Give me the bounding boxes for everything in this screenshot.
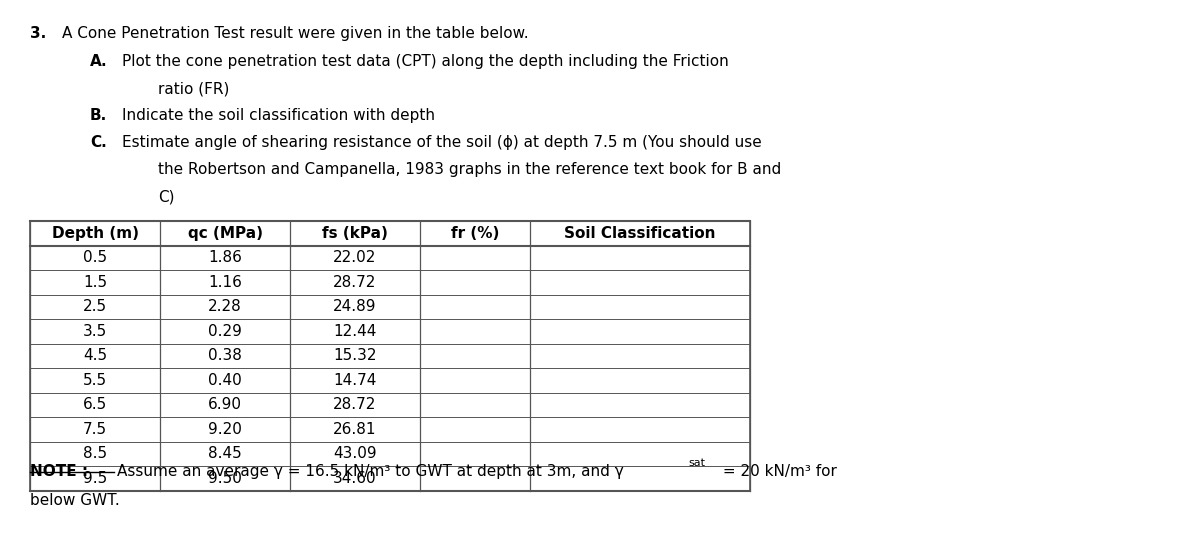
Text: ratio (FR): ratio (FR) (158, 81, 229, 96)
Text: 2.28: 2.28 (208, 299, 242, 314)
Text: 5.5: 5.5 (83, 373, 107, 388)
Text: Indicate the soil classification with depth: Indicate the soil classification with de… (122, 108, 436, 123)
Text: 4.5: 4.5 (83, 348, 107, 363)
Text: C): C) (158, 189, 174, 204)
Text: Plot the cone penetration test data (CPT) along the depth including the Friction: Plot the cone penetration test data (CPT… (122, 54, 728, 69)
Text: 9.20: 9.20 (208, 422, 242, 437)
Text: 1.16: 1.16 (208, 275, 242, 290)
Text: Soil Classification: Soil Classification (564, 226, 715, 241)
Text: 12.44: 12.44 (334, 324, 377, 339)
Text: 0.5: 0.5 (83, 250, 107, 265)
Text: 1.5: 1.5 (83, 275, 107, 290)
Bar (30, 221, 750, 490)
Text: 9.5: 9.5 (83, 471, 107, 486)
Text: 7.5: 7.5 (83, 422, 107, 437)
Text: = 20 kN/m³ for: = 20 kN/m³ for (718, 464, 836, 479)
Text: below GWT.: below GWT. (30, 493, 120, 508)
Text: C.: C. (90, 135, 107, 150)
Text: fr (%): fr (%) (451, 226, 499, 241)
Text: qc (MPa): qc (MPa) (187, 226, 263, 241)
Text: 28.72: 28.72 (334, 397, 377, 412)
Text: 9.50: 9.50 (208, 471, 242, 486)
Text: B.: B. (90, 108, 107, 123)
Text: 3.5: 3.5 (83, 324, 107, 339)
Text: NOTE :: NOTE : (30, 464, 88, 479)
Text: A.: A. (90, 54, 108, 69)
Text: Depth (m): Depth (m) (52, 226, 138, 241)
Text: the Robertson and Campanella, 1983 graphs in the reference text book for B and: the Robertson and Campanella, 1983 graph… (158, 162, 781, 177)
Text: 28.72: 28.72 (334, 275, 377, 290)
Text: 6.90: 6.90 (208, 397, 242, 412)
Text: 0.29: 0.29 (208, 324, 242, 339)
Text: 0.40: 0.40 (208, 373, 242, 388)
Text: 2.5: 2.5 (83, 299, 107, 314)
Text: 6.5: 6.5 (83, 397, 107, 412)
Text: 3.: 3. (30, 26, 47, 41)
Text: Estimate angle of shearing resistance of the soil (ϕ) at depth 7.5 m (You should: Estimate angle of shearing resistance of… (122, 135, 762, 150)
Text: 24.89: 24.89 (334, 299, 377, 314)
Text: Assume an average γ = 16.5 kN/m³ to GWT at depth at 3m, and γ: Assume an average γ = 16.5 kN/m³ to GWT … (118, 464, 624, 479)
Text: 14.74: 14.74 (334, 373, 377, 388)
Text: sat: sat (688, 458, 706, 468)
Text: A Cone Penetration Test result were given in the table below.: A Cone Penetration Test result were give… (62, 26, 529, 41)
Text: 22.02: 22.02 (334, 250, 377, 265)
Text: 8.45: 8.45 (208, 446, 242, 461)
Text: 43.09: 43.09 (334, 446, 377, 461)
Text: 1.86: 1.86 (208, 250, 242, 265)
Text: 26.81: 26.81 (334, 422, 377, 437)
Text: 15.32: 15.32 (334, 348, 377, 363)
Text: 34.60: 34.60 (334, 471, 377, 486)
Text: fs (kPa): fs (kPa) (322, 226, 388, 241)
Text: 8.5: 8.5 (83, 446, 107, 461)
Text: 0.38: 0.38 (208, 348, 242, 363)
